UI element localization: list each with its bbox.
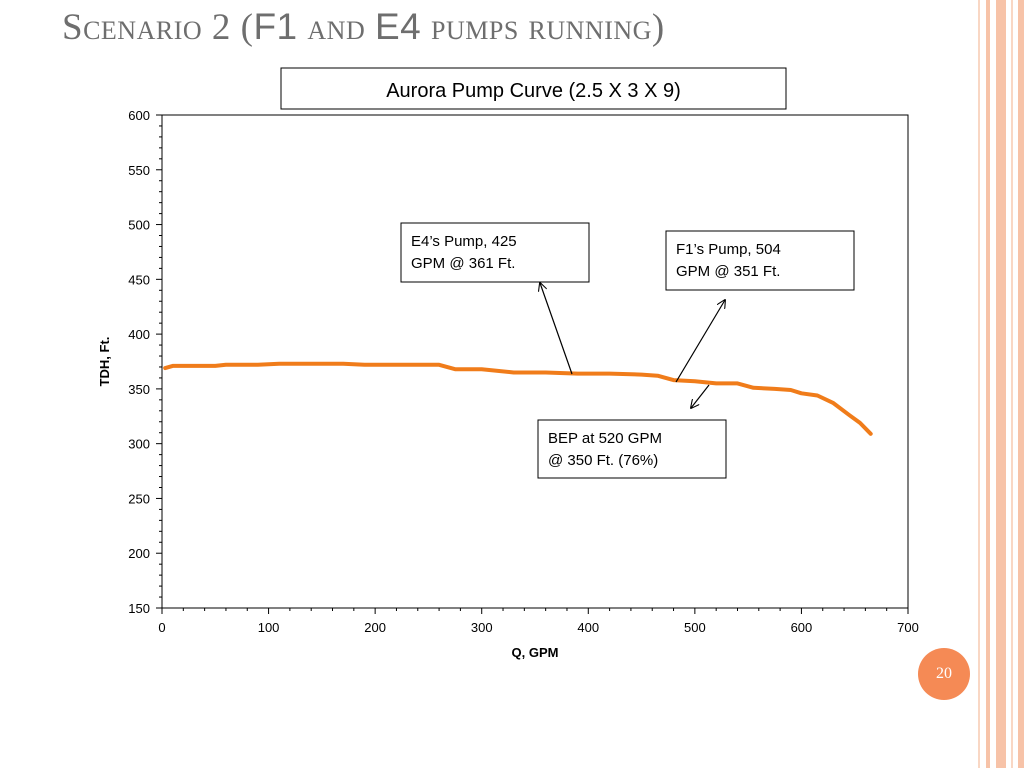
page-number-badge: 20 xyxy=(918,648,970,700)
y-tick-label: 150 xyxy=(128,601,150,616)
y-tick-label: 250 xyxy=(128,491,150,506)
decorative-stripe xyxy=(1011,0,1013,768)
x-tick-label: 0 xyxy=(158,620,165,635)
y-tick-label: 600 xyxy=(128,108,150,123)
x-axis-label: Q, GPM xyxy=(512,645,559,660)
x-tick-label: 400 xyxy=(577,620,599,635)
y-tick-label: 200 xyxy=(128,546,150,561)
decorative-stripe xyxy=(978,0,980,768)
annotation-arrow xyxy=(691,384,710,408)
annotation-arrow xyxy=(675,300,725,383)
pump-curve-line xyxy=(163,361,873,436)
y-tick-label: 350 xyxy=(128,382,150,397)
y-axis-label: TDH, Ft. xyxy=(97,337,112,387)
x-tick-label: 600 xyxy=(791,620,813,635)
annotation-text: BEP at 520 GPM xyxy=(548,430,662,447)
chart-title-box xyxy=(280,67,787,110)
y-tick-label: 450 xyxy=(128,272,150,287)
annotation-text: GPM @ 351 Ft. xyxy=(676,263,780,280)
plot-area-border xyxy=(161,114,909,609)
decorative-stripe xyxy=(986,0,990,768)
page-number: 20 xyxy=(936,665,952,682)
annotation-text: @ 350 Ft. (76%) xyxy=(548,452,658,469)
decorative-stripe xyxy=(996,0,1006,768)
decorative-stripe xyxy=(1018,0,1024,768)
annotation-text: F1’s Pump, 504 xyxy=(676,241,781,258)
annotation-text: GPM @ 361 Ft. xyxy=(411,255,515,272)
x-tick-label: 100 xyxy=(258,620,280,635)
slide-title: Scenario 2 (F1 and E4 pumps running) xyxy=(62,6,665,48)
y-tick-label: 400 xyxy=(128,327,150,342)
chart-title: Aurora Pump Curve (2.5 X 3 X 9) xyxy=(386,80,681,102)
x-tick-label: 200 xyxy=(364,620,386,635)
annotation-arrow xyxy=(540,283,573,375)
y-tick-label: 300 xyxy=(128,437,150,452)
annotation-box xyxy=(665,230,855,291)
annotation-box xyxy=(537,419,727,479)
annotation-text: E4’s Pump, 425 xyxy=(411,233,517,250)
x-tick-label: 300 xyxy=(471,620,493,635)
y-tick-label: 550 xyxy=(128,163,150,178)
annotation-callout: BEP at 520 GPM @ 350 Ft. (76%) xyxy=(537,384,727,479)
y-tick-label: 500 xyxy=(128,218,150,233)
annotation-box xyxy=(400,222,590,283)
x-tick-label: 700 xyxy=(897,620,919,635)
x-tick-label: 500 xyxy=(684,620,706,635)
annotation-callout: E4’s Pump, 425 GPM @ 361 Ft. xyxy=(400,222,590,375)
annotation-callout: F1’s Pump, 504 GPM @ 351 Ft. xyxy=(665,230,855,383)
